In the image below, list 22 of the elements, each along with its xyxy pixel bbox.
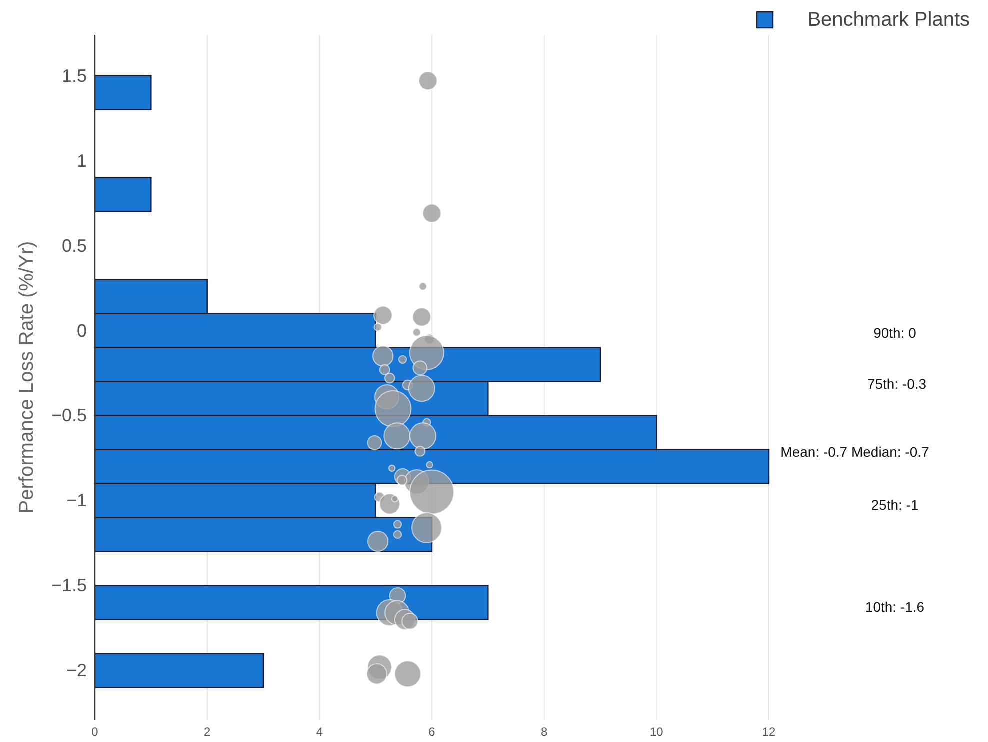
y-tick-label: −1.5 xyxy=(51,576,87,596)
x-tick-label: 4 xyxy=(316,725,324,739)
text: 10th: -1.6 xyxy=(865,599,925,615)
x-tick-label: 12 xyxy=(762,725,776,739)
text: Mean: -0.7 Median: -0.7 xyxy=(780,444,930,460)
y-tick-label: 1 xyxy=(76,150,87,171)
x-tick-label: 8 xyxy=(540,725,548,739)
text: 25th: -1 xyxy=(871,497,919,513)
x-tick-label: 6 xyxy=(428,725,436,739)
legend-label: Benchmark Plants xyxy=(808,9,970,31)
x-tick-label: 0 xyxy=(92,725,99,739)
y-tick-label: 0 xyxy=(76,320,87,341)
x-tick-label: 2 xyxy=(204,725,211,739)
x-tick-label: 10 xyxy=(650,725,664,739)
y-axis-title: Performance Loss Rate (%/Yr) xyxy=(16,241,38,514)
text: 75th: -0.3 xyxy=(867,376,927,392)
y-tick-label: −0.5 xyxy=(51,406,87,426)
y-tick-label: 0.5 xyxy=(62,236,87,256)
text: 90th: 0 xyxy=(874,325,917,341)
y-tick-label: −2 xyxy=(66,660,87,681)
y-tick-label: 1.5 xyxy=(62,66,87,86)
y-tick-label: −1 xyxy=(66,490,87,511)
